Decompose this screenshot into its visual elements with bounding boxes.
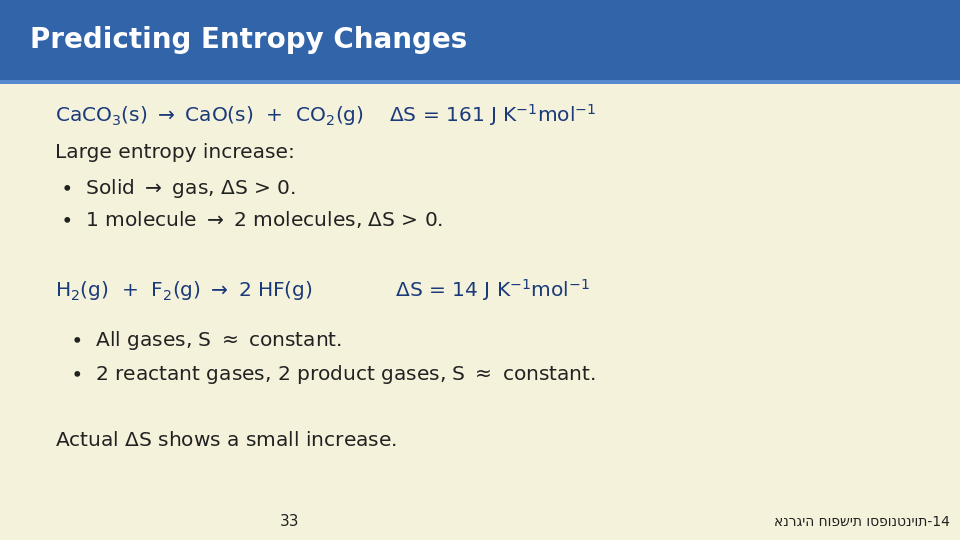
Text: CaCO$_3$(s) $\rightarrow$ CaO(s)  +  CO$_2$(g)    $\Delta$S = 161 J K$^{-1}$mol$: CaCO$_3$(s) $\rightarrow$ CaO(s) + CO$_2…	[55, 102, 596, 128]
Bar	[0, 0, 960, 80]
Text: 33: 33	[280, 515, 300, 530]
Text: Large entropy increase:: Large entropy increase:	[55, 144, 295, 163]
Text: $\bullet$  All gases, S $\approx$ constant.: $\bullet$ All gases, S $\approx$ constan…	[70, 328, 342, 352]
Text: Predicting Entropy Changes: Predicting Entropy Changes	[30, 26, 468, 54]
Text: Actual $\Delta$S shows a small increase.: Actual $\Delta$S shows a small increase.	[55, 430, 396, 449]
Text: $\bullet$  2 reactant gases, 2 product gases, S $\approx$ constant.: $\bullet$ 2 reactant gases, 2 product ga…	[70, 363, 596, 387]
Text: $\bullet$  1 molecule $\rightarrow$ 2 molecules, $\Delta$S > 0.: $\bullet$ 1 molecule $\rightarrow$ 2 mol…	[60, 210, 444, 231]
Text: אנרגיה חופשית וספונטניות-14: אנרגיה חופשית וספונטניות-14	[774, 515, 950, 529]
Text: H$_2$(g)  +  F$_2$(g) $\rightarrow$ 2 HF(g)             $\Delta$S = 14 J K$^{-1}: H$_2$(g) + F$_2$(g) $\rightarrow$ 2 HF(g…	[55, 277, 590, 303]
Text: $\bullet$  Solid $\rightarrow$ gas, $\Delta$S > 0.: $\bullet$ Solid $\rightarrow$ gas, $\Del…	[60, 177, 296, 199]
Bar	[0, 80, 960, 84]
